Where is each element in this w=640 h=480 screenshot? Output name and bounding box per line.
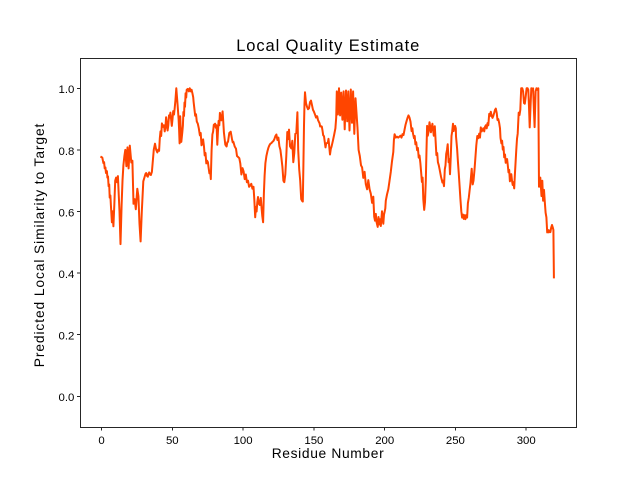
- svg-text:300: 300: [517, 435, 536, 447]
- svg-text:Residue Number: Residue Number: [272, 446, 385, 461]
- svg-text:100: 100: [234, 435, 253, 447]
- svg-text:150: 150: [304, 435, 323, 447]
- svg-text:1.0: 1.0: [59, 84, 75, 96]
- svg-text:200: 200: [375, 435, 394, 447]
- svg-text:Local Quality Estimate: Local Quality Estimate: [236, 37, 420, 55]
- svg-text:0.8: 0.8: [59, 146, 75, 158]
- svg-text:0.4: 0.4: [59, 269, 75, 281]
- svg-text:250: 250: [446, 435, 465, 447]
- svg-text:0.0: 0.0: [59, 392, 75, 404]
- svg-text:50: 50: [166, 435, 179, 447]
- svg-text:0: 0: [98, 435, 104, 447]
- svg-text:0.2: 0.2: [59, 331, 75, 343]
- svg-text:Predicted Local Similarity to: Predicted Local Similarity to Target: [32, 123, 47, 368]
- svg-text:0.6: 0.6: [59, 207, 75, 219]
